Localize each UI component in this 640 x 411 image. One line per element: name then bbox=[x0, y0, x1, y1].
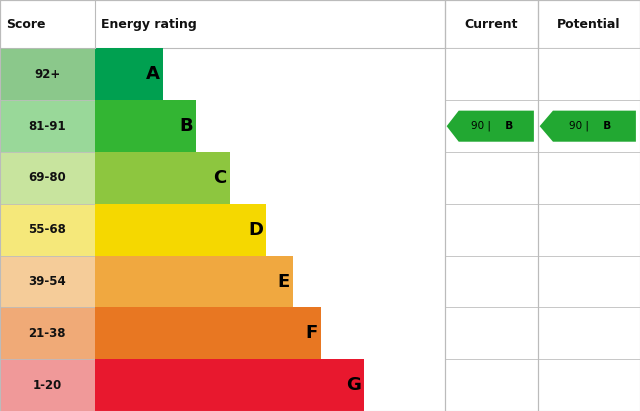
Bar bbox=[445, 307, 538, 359]
Bar bbox=[0, 48, 95, 100]
Bar bbox=[445, 359, 538, 411]
Bar bbox=[95, 48, 163, 100]
Bar bbox=[445, 48, 538, 100]
Text: F: F bbox=[305, 324, 317, 342]
Bar bbox=[95, 359, 364, 411]
Text: 81-91: 81-91 bbox=[29, 120, 66, 133]
Bar bbox=[538, 359, 640, 411]
Text: 92+: 92+ bbox=[34, 68, 61, 81]
Text: 39-54: 39-54 bbox=[29, 275, 66, 288]
Text: Current: Current bbox=[465, 18, 518, 31]
Polygon shape bbox=[540, 111, 636, 142]
Text: C: C bbox=[213, 169, 227, 187]
Bar bbox=[0, 0, 445, 411]
Bar bbox=[95, 256, 292, 307]
Bar bbox=[95, 152, 230, 204]
Text: B: B bbox=[596, 121, 611, 131]
Text: E: E bbox=[277, 272, 289, 291]
Text: A: A bbox=[146, 65, 160, 83]
Bar bbox=[0, 307, 95, 359]
Bar bbox=[445, 100, 538, 152]
Bar bbox=[538, 307, 640, 359]
Text: 69-80: 69-80 bbox=[29, 171, 66, 185]
Bar bbox=[538, 204, 640, 256]
Text: Potential: Potential bbox=[557, 18, 621, 31]
Bar bbox=[0, 0, 640, 48]
Bar bbox=[445, 152, 538, 204]
Text: 90 |: 90 | bbox=[471, 121, 497, 132]
Bar bbox=[538, 48, 640, 100]
Bar bbox=[0, 100, 95, 152]
Bar bbox=[445, 0, 538, 411]
Bar bbox=[445, 204, 538, 256]
Text: 90 |: 90 | bbox=[569, 121, 596, 132]
Text: B: B bbox=[497, 121, 513, 131]
Bar bbox=[0, 152, 95, 204]
Text: B: B bbox=[179, 117, 193, 135]
Bar bbox=[538, 152, 640, 204]
Bar bbox=[95, 204, 266, 256]
Bar bbox=[538, 256, 640, 307]
Bar bbox=[0, 359, 95, 411]
Text: 1-20: 1-20 bbox=[33, 379, 62, 392]
Bar bbox=[538, 100, 640, 152]
Bar bbox=[95, 100, 196, 152]
Text: Score: Score bbox=[6, 18, 46, 31]
Bar bbox=[0, 256, 95, 307]
Bar bbox=[95, 307, 321, 359]
Polygon shape bbox=[447, 111, 534, 142]
Text: G: G bbox=[346, 376, 361, 394]
Text: 55-68: 55-68 bbox=[28, 223, 67, 236]
Text: D: D bbox=[248, 221, 263, 239]
Text: Energy rating: Energy rating bbox=[101, 18, 197, 31]
Bar bbox=[538, 0, 640, 411]
Bar bbox=[0, 204, 95, 256]
Text: 21-38: 21-38 bbox=[29, 327, 66, 340]
Bar bbox=[445, 256, 538, 307]
